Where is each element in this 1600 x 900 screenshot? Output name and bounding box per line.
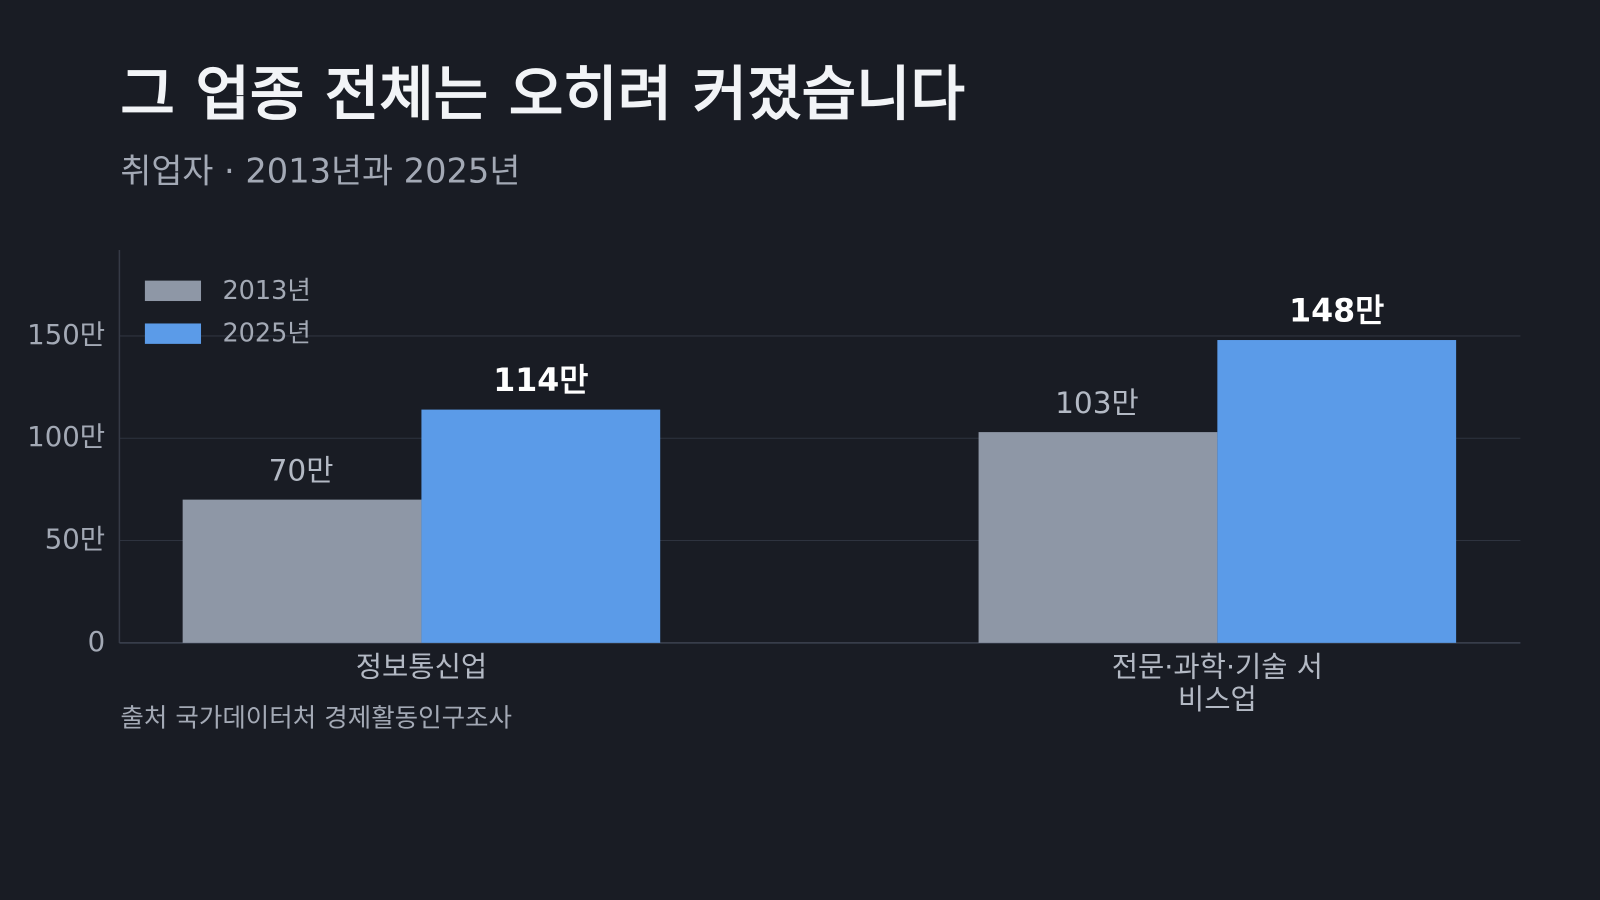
bar	[1217, 340, 1457, 643]
value-label: 70만	[269, 454, 334, 488]
legend-label: 2025년	[222, 319, 310, 349]
chart-title: 그 업종 전체는 오히려 커졌습니다	[120, 59, 965, 128]
legend-swatch	[144, 323, 202, 344]
legend-swatch	[144, 280, 202, 302]
x-tick-label-box: 정보통신업	[355, 651, 488, 684]
bar	[978, 432, 1218, 643]
x-tick-label: 정보통신업	[355, 651, 488, 684]
y-tick-label: 100만	[27, 421, 105, 453]
x-tick-label-box: 전문·과학·기술 서비스업	[1111, 651, 1323, 717]
value-label: 103만	[1055, 386, 1139, 420]
chart-subtitle: 취업자 · 2013년과 2025년	[120, 152, 520, 191]
bar	[421, 409, 661, 643]
x-tick-label: 전문·과학·기술 서비스업	[1111, 651, 1323, 717]
legend-label: 2013년	[222, 276, 310, 306]
value-label: 114만	[493, 363, 588, 399]
y-tick-label: 0	[88, 626, 106, 658]
y-tick-label: 50만	[45, 524, 105, 556]
source-note: 출처 국가데이터처 경제활동인구조사	[120, 703, 512, 733]
y-tick-label: 150만	[27, 319, 105, 351]
bar	[182, 499, 422, 643]
value-label: 148만	[1289, 293, 1384, 329]
